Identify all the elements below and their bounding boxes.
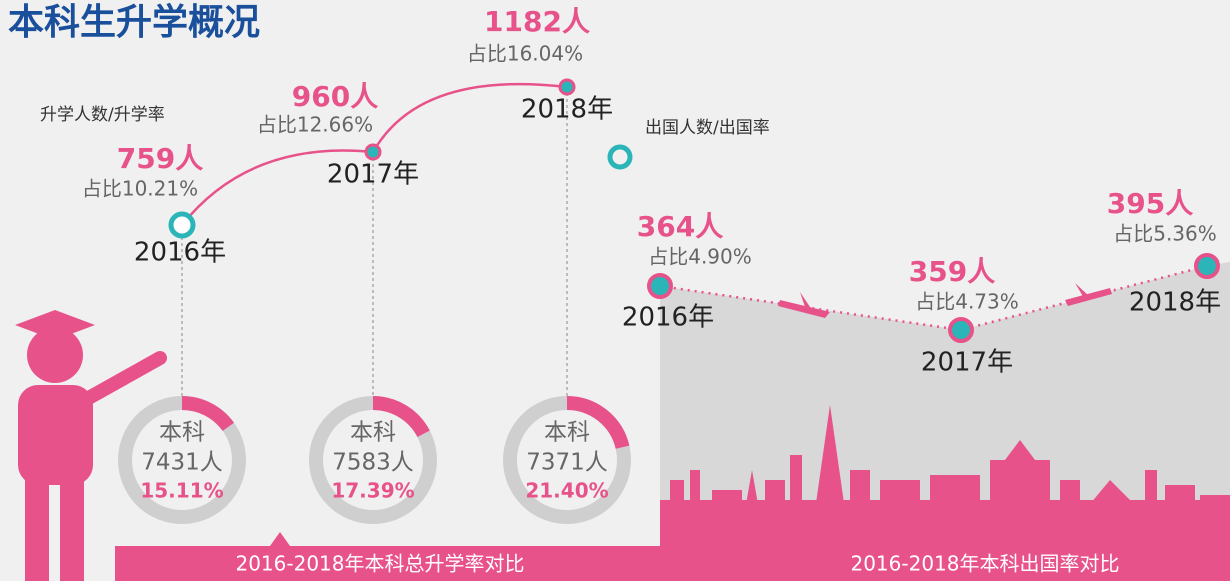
count-label: 359人 [909,255,995,288]
point [366,145,380,159]
count-label: 395人 [1107,187,1193,220]
count-label: 364人 [637,210,723,243]
year-label: 2018年 [521,95,613,125]
donut-label: 本科 [544,420,590,446]
point [950,319,972,341]
donut-rate: 21.40% [525,479,608,503]
share-label: 占比4.73% [915,290,1019,314]
donut-count: 7431人 [141,450,223,476]
year-label: 2018年 [1129,288,1221,318]
share-label: 占比12.66% [257,113,373,137]
abroad-legend: 出国人数/出国率 [645,118,770,138]
donut-rate: 15.11% [140,479,223,503]
footer-left: 2016-2018年本科总升学率对比 [235,552,524,576]
point [171,214,193,236]
year-label: 2017年 [921,348,1013,378]
count-label: 759人 [117,142,203,175]
year-label: 2017年 [327,160,419,190]
year-label: 2016年 [134,238,226,268]
footer-right: 2016-2018年本科出国率对比 [850,552,1119,576]
point [1196,255,1218,277]
page-title: 本科生升学概况 [8,1,260,43]
further-legend: 升学人数/升学率 [40,105,165,125]
infographic: 2016-2018年本科总升学率对比 2016-2018年本科出国率对比 本科生… [0,0,1230,581]
share-label: 占比10.21% [82,177,198,201]
donut-label: 本科 [350,420,396,446]
year-label: 2016年 [622,303,714,333]
share-label: 占比4.90% [648,245,752,269]
count-label: 960人 [292,80,378,113]
count-label: 1182人 [484,5,590,38]
donut-label: 本科 [159,420,205,446]
share-label: 占比16.04% [467,42,583,66]
donut-rate: 17.39% [331,479,414,503]
point [649,275,671,297]
donut-count: 7583人 [332,450,414,476]
donut-count: 7371人 [526,450,608,476]
point [560,80,574,94]
share-label: 占比5.36% [1113,222,1217,246]
